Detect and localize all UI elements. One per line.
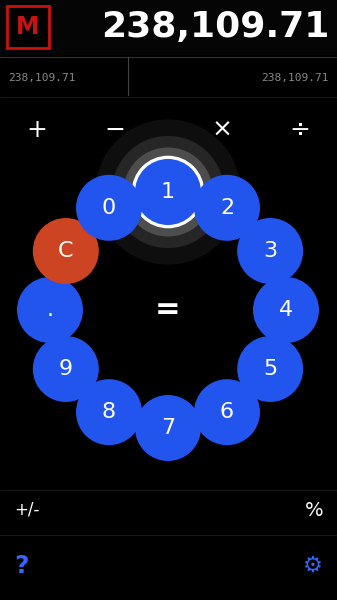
Text: =: = — [155, 295, 181, 325]
Circle shape — [76, 175, 142, 241]
Text: 3: 3 — [263, 241, 277, 261]
Text: C: C — [58, 241, 73, 261]
Circle shape — [76, 379, 142, 445]
Text: ÷: ÷ — [289, 118, 310, 142]
Circle shape — [132, 155, 204, 228]
Text: +/-: +/- — [14, 501, 39, 519]
Text: −: − — [104, 118, 125, 142]
Bar — [0, 0, 337, 55]
Circle shape — [194, 379, 260, 445]
Text: .: . — [47, 300, 54, 320]
Circle shape — [135, 395, 201, 461]
Circle shape — [194, 175, 260, 241]
Text: 0: 0 — [102, 198, 116, 218]
Circle shape — [237, 336, 303, 402]
FancyBboxPatch shape — [7, 6, 49, 48]
Circle shape — [112, 136, 224, 248]
Text: 4: 4 — [279, 300, 293, 320]
Text: +: + — [27, 118, 48, 142]
Text: 238,109.71: 238,109.71 — [101, 10, 329, 44]
Text: 238,109.71: 238,109.71 — [262, 73, 329, 83]
Text: M: M — [16, 15, 40, 39]
Text: 8: 8 — [102, 402, 116, 422]
Circle shape — [17, 277, 83, 343]
Text: 6: 6 — [220, 402, 234, 422]
Text: 7: 7 — [161, 418, 175, 438]
Circle shape — [95, 119, 241, 265]
Circle shape — [33, 336, 99, 402]
Circle shape — [135, 159, 201, 225]
Text: 1: 1 — [161, 182, 175, 202]
Circle shape — [237, 218, 303, 284]
Circle shape — [33, 218, 99, 284]
Text: 2: 2 — [220, 198, 234, 218]
Text: %: % — [304, 500, 323, 520]
Text: ?: ? — [14, 554, 29, 578]
Text: ⚙: ⚙ — [303, 556, 323, 576]
Text: 9: 9 — [59, 359, 73, 379]
Text: 5: 5 — [263, 359, 277, 379]
Text: ×: × — [212, 118, 233, 142]
Circle shape — [123, 148, 213, 236]
Text: 238,109.71: 238,109.71 — [8, 73, 75, 83]
Circle shape — [253, 277, 319, 343]
